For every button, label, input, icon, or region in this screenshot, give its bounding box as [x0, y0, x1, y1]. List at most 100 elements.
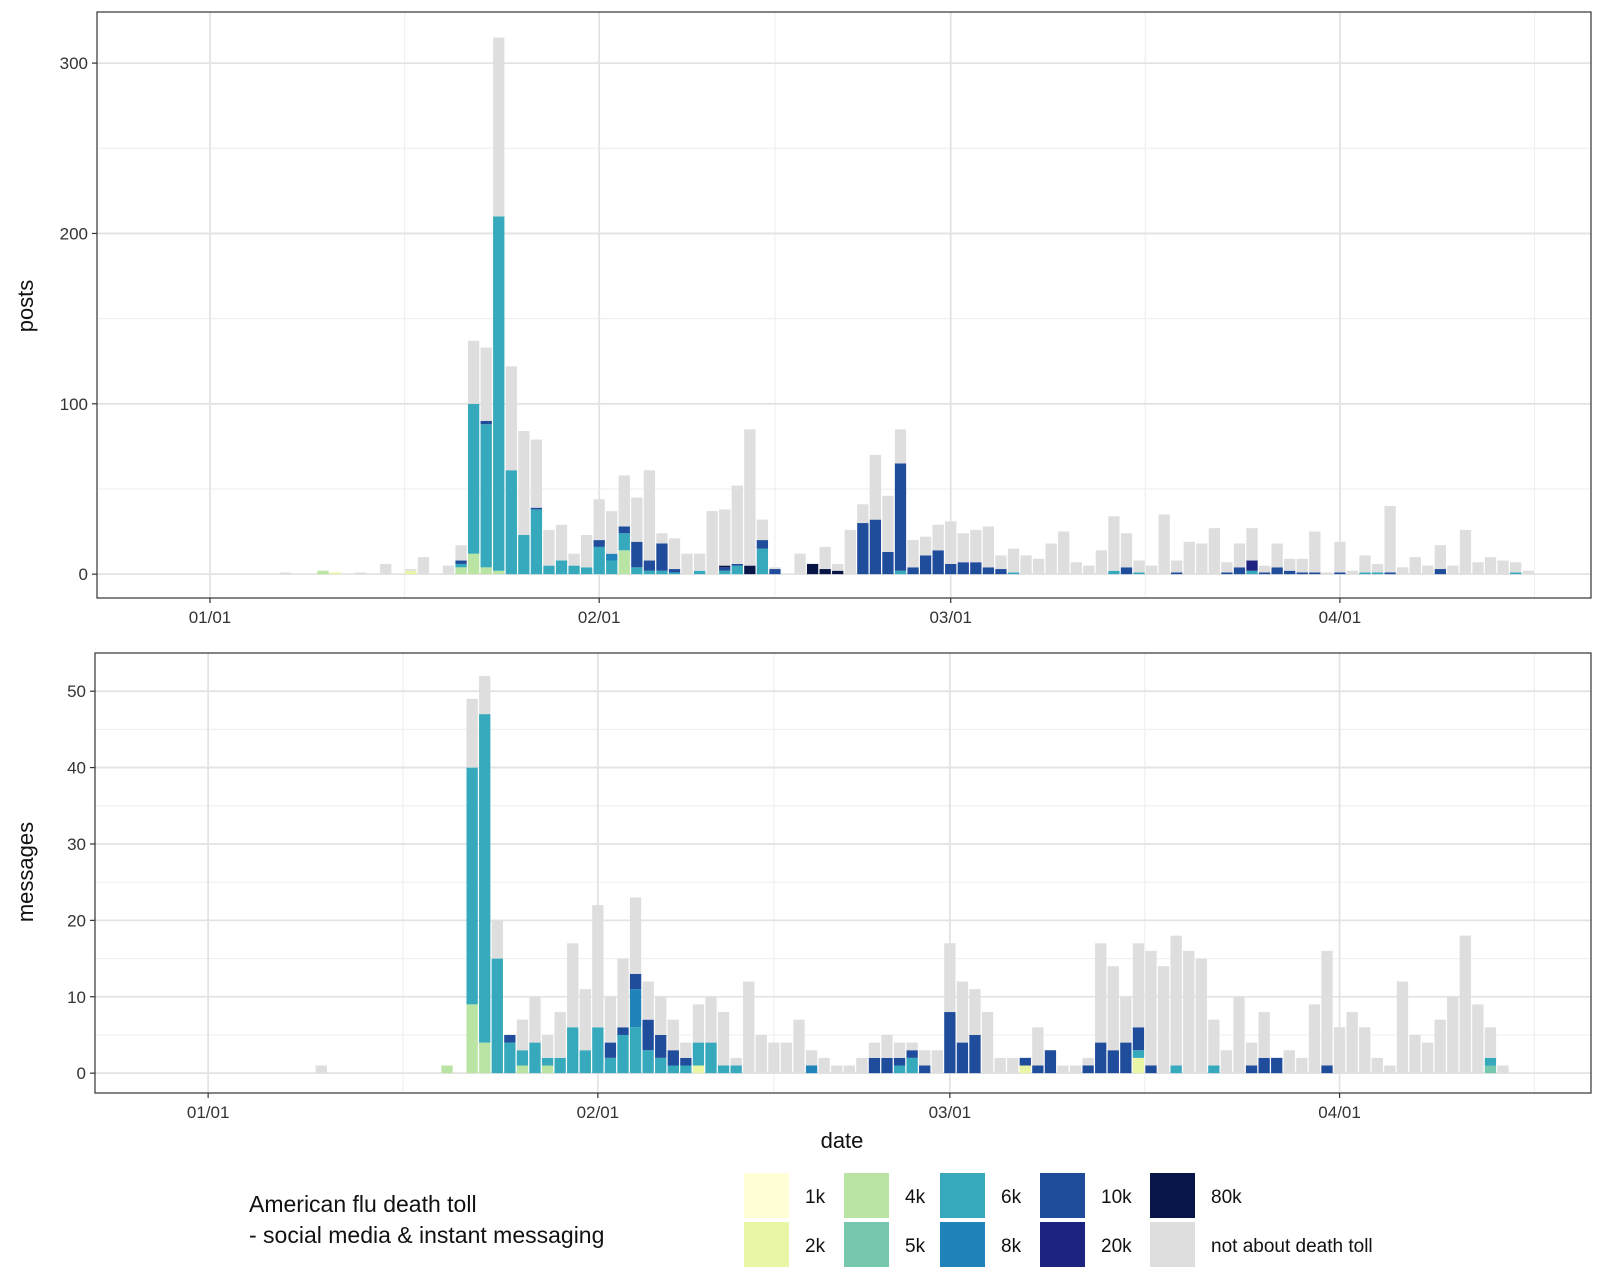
messages-bar-segment-none — [1384, 1065, 1396, 1074]
posts-bar-segment-6k — [593, 546, 605, 575]
legend-label-10k: 10k — [1101, 1187, 1132, 1208]
posts-bar-segment-6k — [756, 548, 769, 575]
posts-bar-segment-none — [932, 524, 944, 551]
posts-bar-segment-none — [1120, 533, 1133, 568]
messages-bar-segment-10k — [655, 1034, 667, 1058]
messages-bar-segment-none — [315, 1065, 327, 1074]
posts-bar-segment-2k — [329, 572, 342, 575]
messages-bar-segment-4k — [479, 1042, 491, 1074]
posts-bar-segment-none — [543, 529, 555, 566]
posts-bar-segment-none — [1032, 558, 1045, 575]
legend-key-5k — [844, 1222, 889, 1267]
messages-bar-segment-none — [780, 1042, 793, 1074]
posts-bar-segment-10k — [455, 560, 467, 564]
posts-bar-segment-none — [1007, 548, 1020, 573]
posts-bar-segment-none — [832, 563, 844, 571]
posts-bar-segment-none — [769, 567, 781, 570]
messages-bar-segment-6k — [692, 1042, 705, 1066]
messages-bar-segment-none — [1396, 981, 1409, 1074]
posts-bar-segment-none — [1221, 562, 1233, 573]
posts-x-tick-label: 04/01 — [1319, 608, 1362, 627]
posts-bar-segment-6k — [555, 560, 568, 575]
posts-bar-segment-none — [907, 540, 919, 568]
posts-bar-segment-10k — [995, 569, 1007, 575]
posts-bar-segment-6k — [1133, 572, 1145, 575]
posts-bar-segment-none — [681, 553, 693, 575]
posts-bar-segment-none — [455, 545, 467, 561]
messages-bar-segment-10k — [642, 1019, 654, 1051]
posts-bar-segment-none — [1497, 560, 1509, 575]
messages-bar-segment-10k — [1271, 1057, 1283, 1074]
legend-title-line2: - social media & instant messaging — [249, 1222, 604, 1248]
x-axis-title: date — [821, 1128, 864, 1153]
messages-bar-segment-none — [617, 958, 629, 1028]
posts-bar-segment-none — [693, 553, 706, 571]
messages-bar-segment-6k — [906, 1057, 918, 1074]
messages-y-tick-label: 10 — [67, 988, 86, 1007]
messages-bar-segment-6k — [642, 1050, 654, 1074]
posts-bar-segment-none — [970, 529, 982, 563]
posts-bar-segment-none — [844, 529, 856, 575]
messages-bar-segment-none — [1095, 943, 1107, 1043]
posts-bar-segment-none — [1371, 563, 1384, 573]
messages-x-tick-label: 03/01 — [929, 1103, 972, 1122]
messages-bar-segment-none — [1183, 950, 1195, 1074]
posts-bar-segment-10k — [1334, 572, 1346, 575]
messages-bar-segment-10k — [1258, 1057, 1270, 1074]
legend-label-6k: 6k — [1001, 1187, 1022, 1208]
posts-bar-segment-none — [995, 555, 1007, 570]
posts-bar-segment-none — [945, 521, 957, 564]
posts-bar-segment-10k — [1434, 569, 1446, 575]
messages-bar-segment-none — [516, 1019, 529, 1051]
posts-bar-segment-none — [1183, 541, 1195, 575]
messages-bar-segment-none — [856, 1057, 868, 1074]
posts-bar-segment-4k — [480, 567, 492, 575]
posts-panel: 0 100 200 300 01/01 02/01 03/01 04/01 — [60, 11, 1592, 627]
messages-bar-segment-none — [629, 897, 642, 974]
posts-bar-segment-10k — [1120, 567, 1133, 575]
messages-bar-segment-none — [1497, 1065, 1509, 1074]
posts-bar-segment-6k — [455, 563, 467, 568]
messages-y-tick-label: 40 — [67, 759, 86, 778]
posts-bar-segment-none — [1070, 562, 1082, 575]
posts-bar-segment-10k — [1233, 567, 1246, 575]
legend-label-80k: 80k — [1211, 1187, 1242, 1208]
messages-bar-segment-6k — [592, 1027, 604, 1074]
posts-bar-segment-10k — [480, 420, 492, 425]
legend-label-4k: 4k — [905, 1187, 926, 1208]
posts-bar-segment-10k — [593, 540, 605, 547]
messages-bar-segment-6k — [479, 714, 491, 1043]
messages-bar-segment-10k — [1245, 1065, 1258, 1074]
messages-bar-segment-none — [692, 1004, 705, 1043]
messages-bar-segment-4k — [541, 1065, 554, 1074]
messages-bar-segment-none — [680, 1042, 692, 1058]
messages-y-tick-label: 30 — [67, 835, 86, 854]
messages-bar-segment-none — [881, 1034, 893, 1058]
posts-bar-segment-6k — [568, 565, 580, 575]
posts-bar-segment-none — [1422, 565, 1434, 575]
messages-bar-segment-none — [1132, 943, 1145, 1028]
posts-bar-segment-10k — [756, 540, 769, 549]
messages-bar-segment-10k — [1082, 1065, 1094, 1074]
posts-bar-segment-none — [794, 553, 806, 575]
messages-bar-segment-none — [1220, 1050, 1233, 1074]
messages-bar-segment-none — [818, 1057, 830, 1074]
posts-bar-segment-6k — [1108, 570, 1120, 575]
posts-bar-segment-none — [493, 37, 505, 217]
posts-bar-segment-4k — [317, 570, 329, 575]
messages-bar-segment-none — [479, 675, 491, 715]
posts-bar-segment-none — [1258, 565, 1271, 573]
posts-bar-segment-none — [1397, 567, 1409, 575]
legend-key-none — [1150, 1222, 1195, 1267]
messages-bar-segment-6k — [667, 1065, 679, 1074]
messages-bar-segment-10k — [944, 1012, 956, 1074]
posts-bar-segment-none — [1296, 558, 1308, 573]
messages-bar-segment-10k — [868, 1057, 881, 1074]
posts-bar-segment-none — [1158, 514, 1170, 575]
messages-bar-segment-10k — [1120, 1042, 1132, 1074]
legend-items: 1k 2k 4k 5k 6k 8k 10k 20k 80k not about death tol… — [744, 1173, 1373, 1267]
posts-bar-segment-none — [1083, 565, 1095, 575]
posts-bar-segment-none — [1522, 570, 1534, 575]
legend-key-1k — [744, 1173, 789, 1218]
